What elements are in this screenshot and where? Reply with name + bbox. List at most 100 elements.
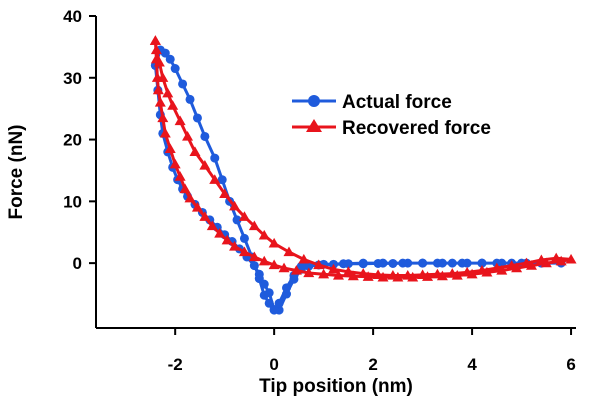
x-axis-title: Tip position (nm) [259, 376, 413, 397]
data-point-recovered-force [167, 100, 179, 110]
data-point-actual-force [217, 175, 227, 185]
data-point-recovered-force [219, 188, 231, 199]
data-point-recovered-force [521, 257, 533, 268]
data-point-recovered-force [540, 257, 552, 268]
data-point-recovered-force [152, 84, 164, 95]
data-point-actual-force [239, 233, 249, 243]
data-point-recovered-force [372, 269, 384, 279]
data-point-recovered-force [258, 255, 270, 266]
y-tick-label: 20 [63, 131, 82, 150]
data-point-recovered-force [303, 267, 315, 278]
data-point-actual-force [178, 79, 188, 89]
series-layer [149, 35, 577, 315]
data-point-recovered-force [461, 266, 473, 277]
y-tick-label: 0 [73, 254, 82, 273]
data-point-recovered-force [229, 200, 241, 211]
data-point-recovered-force [199, 160, 211, 170]
data-point-actual-force [200, 131, 210, 141]
data-point-recovered-force [318, 268, 330, 279]
data-point-recovered-force [164, 143, 176, 153]
data-point-recovered-force [268, 259, 280, 270]
data-point-actual-force [274, 298, 284, 308]
data-point-recovered-force [248, 220, 260, 231]
data-point-recovered-force [417, 269, 429, 279]
data-point-actual-force [477, 258, 487, 268]
data-point-recovered-force [157, 72, 169, 82]
data-point-actual-force [282, 289, 292, 299]
data-point-actual-force [338, 259, 348, 269]
data-point-recovered-force [506, 260, 518, 270]
data-point-actual-force [192, 113, 202, 123]
data-point-recovered-force [362, 271, 374, 281]
x-tick-label: -2 [168, 355, 183, 374]
data-point-recovered-force [402, 269, 414, 280]
data-point-recovered-force [149, 35, 161, 45]
data-point-recovered-force [357, 268, 369, 278]
x-tick-label: 6 [566, 355, 575, 374]
data-point-recovered-force [229, 240, 241, 251]
legend-label-actual: Actual force [342, 92, 452, 113]
legend-item-recovered: Recovered force [292, 118, 491, 139]
data-point-recovered-force [491, 262, 503, 273]
data-point-recovered-force [511, 262, 523, 273]
data-point-actual-force [232, 215, 242, 225]
data-point-actual-force [457, 258, 467, 268]
data-point-actual-force [259, 290, 269, 300]
data-point-recovered-force [258, 229, 270, 240]
data-point-recovered-force [377, 271, 389, 282]
data-point-recovered-force [154, 96, 166, 107]
data-point-actual-force [296, 261, 306, 271]
data-point-actual-force [398, 258, 408, 268]
x-ticks: -2 0 2 4 6 [168, 328, 576, 374]
data-point-actual-force [185, 94, 195, 104]
data-point-recovered-force [150, 44, 162, 55]
data-point-recovered-force [214, 227, 226, 238]
y-ticks: 0 10 20 30 40 [63, 7, 96, 273]
data-point-recovered-force [328, 263, 340, 274]
data-point-recovered-force [268, 237, 280, 248]
data-point-recovered-force [162, 87, 174, 98]
data-point-actual-force [249, 261, 259, 271]
data-point-actual-force [170, 64, 180, 74]
data-point-recovered-force [496, 265, 508, 275]
y-tick-label: 40 [63, 7, 82, 26]
x-tick-label: 2 [368, 355, 377, 374]
data-point-recovered-force [525, 260, 537, 270]
data-point-recovered-force [221, 234, 233, 245]
data-point-actual-force [358, 258, 368, 268]
data-point-recovered-force [199, 211, 211, 221]
legend-marker-circle [308, 95, 320, 107]
data-point-recovered-force [174, 115, 186, 126]
data-point-recovered-force [248, 251, 260, 262]
data-point-actual-force [269, 305, 279, 315]
data-point-recovered-force [278, 262, 290, 273]
data-point-actual-force [388, 258, 398, 268]
data-point-recovered-force [169, 158, 181, 169]
data-point-recovered-force [238, 211, 250, 221]
legend-marker-triangle [306, 119, 322, 132]
data-point-recovered-force [332, 269, 344, 280]
data-point-recovered-force [431, 268, 443, 279]
y-axis-title: Force (nN) [6, 125, 27, 220]
data-point-actual-force [254, 274, 264, 284]
data-point-recovered-force [555, 255, 567, 266]
data-point-recovered-force [238, 246, 250, 257]
x-tick-label: 0 [269, 355, 278, 374]
data-point-actual-force [447, 258, 457, 268]
series-actual-force [150, 45, 566, 315]
y-tick-label: 10 [63, 192, 82, 211]
data-point-actual-force [418, 258, 428, 268]
x-tick-label: 4 [467, 355, 477, 374]
data-point-recovered-force [174, 171, 186, 181]
data-point-actual-force [165, 54, 175, 64]
legend-item-actual: Actual force [292, 92, 452, 113]
data-point-recovered-force [153, 56, 165, 67]
data-point-actual-force [437, 258, 447, 268]
data-point-recovered-force [206, 220, 218, 231]
data-point-recovered-force [189, 146, 201, 157]
data-point-recovered-force [283, 246, 295, 257]
data-point-recovered-force [550, 252, 562, 263]
series-recovered-force [149, 35, 577, 282]
legend-label-recovered: Recovered force [342, 118, 491, 139]
